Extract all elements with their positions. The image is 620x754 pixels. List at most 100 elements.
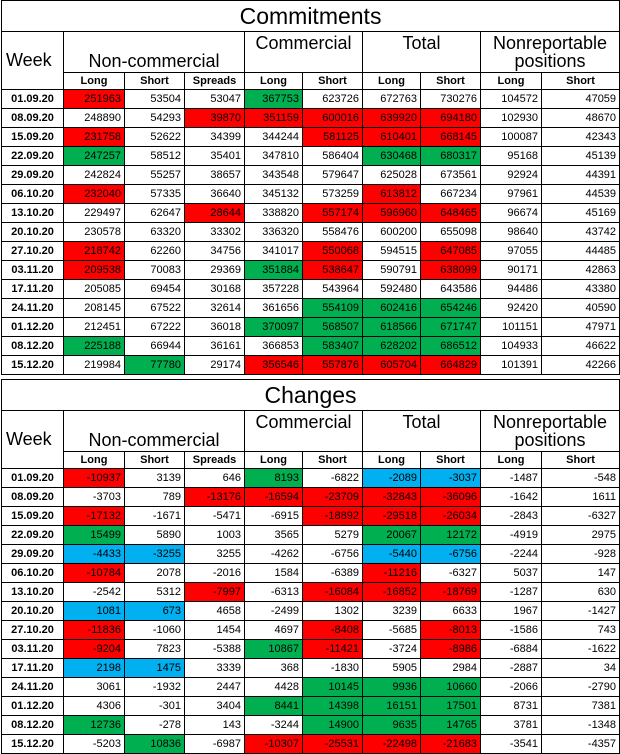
changes-value-cell: -4357 xyxy=(540,734,620,754)
commitments-value-cell: 613812 xyxy=(362,184,421,204)
commitments-week-cell: 08.09.20 xyxy=(1,108,64,128)
changes-value-cell: 17501 xyxy=(420,696,481,716)
changes-value-cell: -3541 xyxy=(480,734,542,754)
changes-value-cell: 1003 xyxy=(184,525,245,545)
changes-week-cell: 03.11.20 xyxy=(1,639,64,659)
commitments-value-cell: 664829 xyxy=(420,355,481,375)
commitments-week-cell: 15.12.20 xyxy=(1,355,64,375)
changes-value-cell: -1060 xyxy=(124,620,185,640)
changes-value-cell: 8731 xyxy=(480,696,542,716)
commitments-value-cell: 36161 xyxy=(184,336,245,356)
changes-value-cell: 5905 xyxy=(362,658,421,678)
commitments-title: Commitments xyxy=(0,0,620,32)
commitments-value-cell: 639920 xyxy=(362,108,421,128)
commitments-value-cell: 45139 xyxy=(540,146,620,166)
changes-col-header: Long xyxy=(63,451,125,469)
changes-value-cell: -1287 xyxy=(480,582,542,602)
commitments-value-cell: 47971 xyxy=(540,317,620,337)
commitments-value-cell: 583407 xyxy=(302,336,363,356)
changes-value-cell: -11421 xyxy=(302,639,363,659)
changes-value-cell: -6987 xyxy=(184,734,245,754)
commitments-value-cell: 347810 xyxy=(244,146,303,166)
changes-value-cell: -8986 xyxy=(420,639,481,659)
commitments-value-cell: 638099 xyxy=(420,260,481,280)
commitments-value-cell: 366853 xyxy=(244,336,303,356)
changes-value-cell: 8441 xyxy=(244,696,303,716)
changes-value-cell: -1427 xyxy=(540,601,620,621)
commitments-value-cell: 568507 xyxy=(302,317,363,337)
commitments-value-cell: 357228 xyxy=(244,279,303,299)
changes-table-row: 22.09.20 15499 5890 1003 3565 5279 20067 12172-… xyxy=(1,525,620,545)
changes-value-cell: 3404 xyxy=(184,696,245,716)
changes-value-cell: -6915 xyxy=(244,506,303,526)
commitments-table-row: 22.09.20 247257 58512 35401 347810 586404 6304… xyxy=(1,146,620,166)
commitments-value-cell: 231758 xyxy=(63,127,125,147)
changes-value-cell: 34 xyxy=(540,658,620,678)
commitments-table-row: 08.09.20 248890 54293 39870 351159 600016 6399… xyxy=(1,108,620,128)
changes-value-cell: -3724 xyxy=(362,639,421,659)
commitments-value-cell: 39870 xyxy=(184,108,245,128)
changes-col-header: Short xyxy=(302,451,363,469)
commitments-value-cell: 361656 xyxy=(244,298,303,318)
commitments-value-cell: 579647 xyxy=(302,165,363,185)
changes-value-cell: 2984 xyxy=(420,658,481,678)
changes-value-cell: -10307 xyxy=(244,734,303,754)
changes-week-cell: 01.12.20 xyxy=(1,696,64,716)
changes-value-cell: -301 xyxy=(124,696,185,716)
commitments-table-row: 03.11.20 209538 70083 29369 351884 538647 5907… xyxy=(1,260,620,280)
changes-value-cell: -4433 xyxy=(63,544,125,564)
changes-group-non-commercial: Non-commercial xyxy=(63,410,245,452)
commitments-value-cell: 654246 xyxy=(420,298,481,318)
changes-value-cell: -6327 xyxy=(540,506,620,526)
changes-value-cell: -25531 xyxy=(302,734,363,754)
changes-value-cell: -11836 xyxy=(63,620,125,640)
commitments-value-cell: 673561 xyxy=(420,165,481,185)
changes-week-cell: 22.09.20 xyxy=(1,525,64,545)
commitments-value-cell: 225188 xyxy=(63,336,125,356)
changes-value-cell: -32843 xyxy=(362,487,421,507)
changes-value-cell: 9635 xyxy=(362,715,421,735)
commitments-value-cell: 208145 xyxy=(63,298,125,318)
commitments-value-cell: 53504 xyxy=(124,89,185,109)
changes-value-cell: -3255 xyxy=(124,544,185,564)
commitments-col-header: Long xyxy=(244,72,303,90)
commitments-value-cell: 592480 xyxy=(362,279,421,299)
changes-value-cell: -6389 xyxy=(302,563,363,583)
changes-week-cell: 29.09.20 xyxy=(1,544,64,564)
commitments-value-cell: 33302 xyxy=(184,222,245,242)
changes-value-cell: 5279 xyxy=(302,525,363,545)
changes-value-cell: -9204 xyxy=(63,639,125,659)
changes-value-cell: 2198 xyxy=(63,658,125,678)
changes-table-row: 24.11.20 3061 -1932 2447 4428 10145 9936 10660-… xyxy=(1,677,620,697)
commitments-value-cell: 101391 xyxy=(480,355,542,375)
commitments-table-row: 06.10.20 232040 57335 36640 345132 573259 6138… xyxy=(1,184,620,204)
commitments-value-cell: 630468 xyxy=(362,146,421,166)
commitments-value-cell: 101151 xyxy=(480,317,542,337)
commitments-value-cell: 29174 xyxy=(184,355,245,375)
commitments-week-cell: 20.10.20 xyxy=(1,222,64,242)
commitments-week-cell: 17.11.20 xyxy=(1,279,64,299)
changes-value-cell: 3255 xyxy=(184,544,245,564)
changes-title: Changes xyxy=(0,379,620,411)
commitments-table-row: 08.12.20 225188 66944 36161 366853 583407 6282… xyxy=(1,336,620,356)
changes-value-cell: -8408 xyxy=(302,620,363,640)
commitments-value-cell: 356546 xyxy=(244,355,303,375)
commitments-col-header: Short xyxy=(302,72,363,90)
commitments-value-cell: 596960 xyxy=(362,203,421,223)
changes-value-cell: 10145 xyxy=(302,677,363,697)
changes-value-cell: -5388 xyxy=(184,639,245,659)
commitments-value-cell: 92924 xyxy=(480,165,542,185)
commitments-week-cell: 27.10.20 xyxy=(1,241,64,261)
changes-table-row: 01.12.20 4306 -301 3404 8441 14398 16151 17501 8… xyxy=(1,696,620,716)
changes-value-cell: -11216 xyxy=(362,563,421,583)
changes-value-cell: -6756 xyxy=(302,544,363,564)
commitments-value-cell: 67522 xyxy=(124,298,185,318)
changes-value-cell: 3781 xyxy=(480,715,542,735)
commitments-value-cell: 62647 xyxy=(124,203,185,223)
changes-value-cell: 10836 xyxy=(124,734,185,754)
commitments-value-cell: 48670 xyxy=(540,108,620,128)
commitments-value-cell: 205085 xyxy=(63,279,125,299)
changes-week-cell: 06.10.20 xyxy=(1,563,64,583)
commitments-value-cell: 367753 xyxy=(244,89,303,109)
changes-value-cell: -13176 xyxy=(184,487,245,507)
